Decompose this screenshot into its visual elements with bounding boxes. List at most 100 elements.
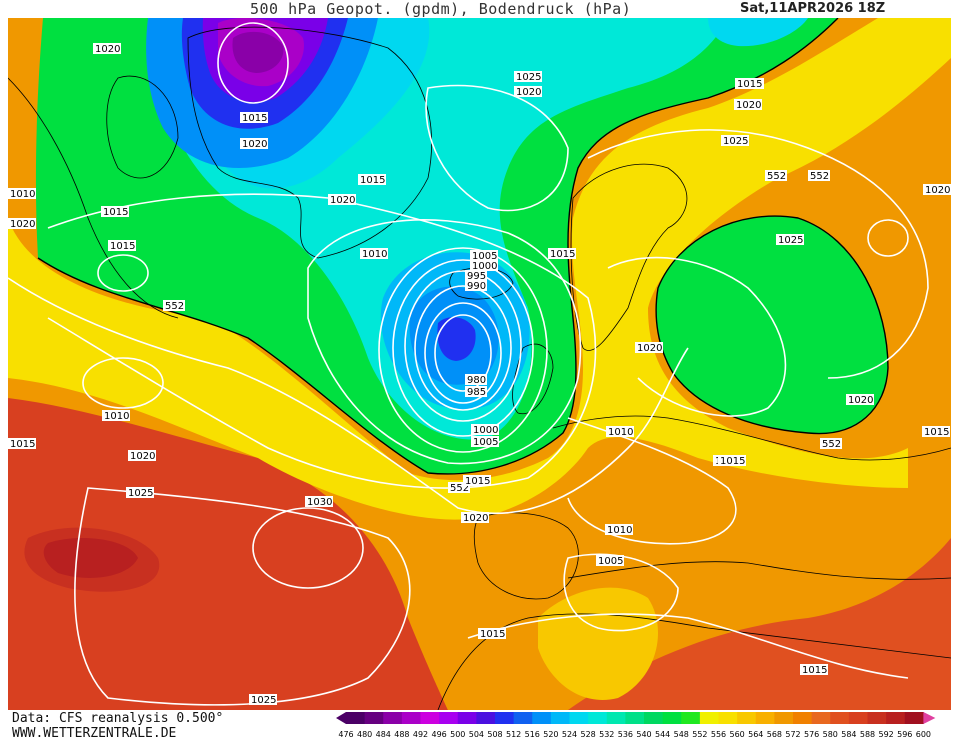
legend-swatch xyxy=(513,712,533,724)
legend-tick-label: 548 xyxy=(674,730,689,739)
pressure-label: 1015 xyxy=(103,207,128,218)
pressure-label-box xyxy=(8,218,36,229)
isobar-low-980 xyxy=(434,314,492,392)
legend-swatch xyxy=(569,712,589,724)
pressure-label-box xyxy=(8,438,36,449)
isobar-1020-europe xyxy=(607,256,787,417)
pressure-label-box xyxy=(846,394,874,405)
pressure-label-box xyxy=(102,410,130,421)
legend-swatch xyxy=(532,712,552,724)
pressure-label-box xyxy=(465,374,487,385)
isobar-low-985 xyxy=(424,302,502,404)
legend-tick-label: 588 xyxy=(860,730,875,739)
header-bar: 500 hPa Geopot. (gpdm), Bodendruck (hPa)… xyxy=(0,0,959,18)
pressure-label-box xyxy=(465,280,487,291)
legend-tick-label: 520 xyxy=(543,730,558,739)
legend-swatch xyxy=(904,712,924,724)
pressure-label: 1015 xyxy=(550,249,575,260)
contour-552-main xyxy=(37,18,839,475)
legend-tick-label: 532 xyxy=(599,730,614,739)
pressure-label-box xyxy=(240,112,268,123)
pressure-label: 1025 xyxy=(251,695,276,706)
pressure-label: 1020 xyxy=(10,219,35,230)
pressure-label: 1015 xyxy=(242,113,267,124)
legend-tick-label: 564 xyxy=(748,730,763,739)
pressure-label-box xyxy=(465,270,487,281)
pressure-label-box xyxy=(776,234,804,245)
pressure-label: 1025 xyxy=(723,136,748,147)
legend-swatch xyxy=(644,712,664,724)
legend-swatch xyxy=(457,712,477,724)
pressure-label-box xyxy=(249,694,277,705)
field-yellow xyxy=(8,18,951,520)
pressure-label-box xyxy=(101,206,129,217)
pressure-label-box xyxy=(471,436,499,447)
pressure-label-box xyxy=(108,240,136,251)
legend-tick-label: 480 xyxy=(357,730,372,739)
pressure-label-box xyxy=(478,628,506,639)
pressure-label: 1015 xyxy=(360,175,385,186)
legend-swatch xyxy=(718,712,738,724)
pressure-label: 1020 xyxy=(463,513,488,524)
pressure-label-box xyxy=(718,455,746,466)
pressure-label: 985 xyxy=(467,387,486,398)
legend-arrow-right xyxy=(923,712,936,724)
pressure-label: 1010 xyxy=(608,427,633,438)
geopotential-label-box xyxy=(448,482,470,493)
pressure-label-box xyxy=(471,424,499,435)
field-yellow-south xyxy=(538,587,658,700)
coast-north-america xyxy=(8,77,179,319)
legend-tick-label: 568 xyxy=(767,730,782,739)
pressure-label: 1020 xyxy=(736,100,761,111)
isobar-low-1000 xyxy=(392,259,534,437)
legend-swatch xyxy=(662,712,682,724)
legend-tick-label: 492 xyxy=(413,730,428,739)
pressure-label: 980 xyxy=(467,375,486,386)
legend-tick-label: 540 xyxy=(636,730,651,739)
isobar-small-ring xyxy=(82,357,164,409)
legend-tick-label: 552 xyxy=(692,730,707,739)
geopotential-label-box xyxy=(163,300,185,311)
isobar-1025-europe xyxy=(587,129,929,379)
legend-arrow-left xyxy=(336,712,346,724)
pressure-label-box xyxy=(734,99,762,110)
coast-british-isles xyxy=(512,343,554,415)
legend-swatch xyxy=(550,712,570,724)
legend-tick-label: 524 xyxy=(562,730,577,739)
color-legend: 476 480 484 488 492 496 500 504 508 512 516 520 524 5… xyxy=(336,712,936,739)
isobar-north-1020 xyxy=(425,84,569,212)
isobar-labels: 552 552 552 552 1020 1015 1020 1015 1020 1015 1015… xyxy=(8,43,951,706)
pressure-label: 1025 xyxy=(128,488,153,499)
isobar-1015-south xyxy=(467,613,909,679)
pressure-label: 552 xyxy=(810,171,829,182)
coast-mediterranean xyxy=(567,561,951,580)
pressure-label: 1020 xyxy=(330,195,355,206)
pressure-label: 1025 xyxy=(778,235,803,246)
geopotential-label: 552 xyxy=(767,171,786,182)
isobar-low-1005 xyxy=(378,247,548,453)
pressure-label-box xyxy=(514,86,542,97)
contour-552-east xyxy=(655,215,889,435)
legend-tick-label: 516 xyxy=(525,730,540,739)
legend-swatch xyxy=(699,712,719,724)
pressure-label-box xyxy=(721,135,749,146)
legend-tick-label: 512 xyxy=(506,730,521,739)
pressure-label: 1010 xyxy=(10,189,35,200)
coastlines xyxy=(8,26,951,710)
legend-swatch xyxy=(383,712,403,724)
pressure-label-box xyxy=(470,260,498,271)
field-red-east xyxy=(568,538,951,710)
isobar-east-ring xyxy=(867,219,909,257)
legend-tick-label: 584 xyxy=(841,730,856,739)
pressure-label: 1005 xyxy=(473,437,498,448)
legend-tick-label: 496 xyxy=(431,730,446,739)
legend-swatch xyxy=(439,712,459,724)
pressure-label-box xyxy=(463,475,491,486)
pressure-label-box xyxy=(358,174,386,185)
legend-swatch xyxy=(606,712,626,724)
pressure-label-box xyxy=(605,524,633,535)
pressure-label: 1020 xyxy=(637,343,662,354)
website-credit: WWW.WETTERZENTRALE.DE xyxy=(12,726,177,741)
legend-tick-label: 572 xyxy=(785,730,800,739)
legend-tick-label: 600 xyxy=(916,730,931,739)
